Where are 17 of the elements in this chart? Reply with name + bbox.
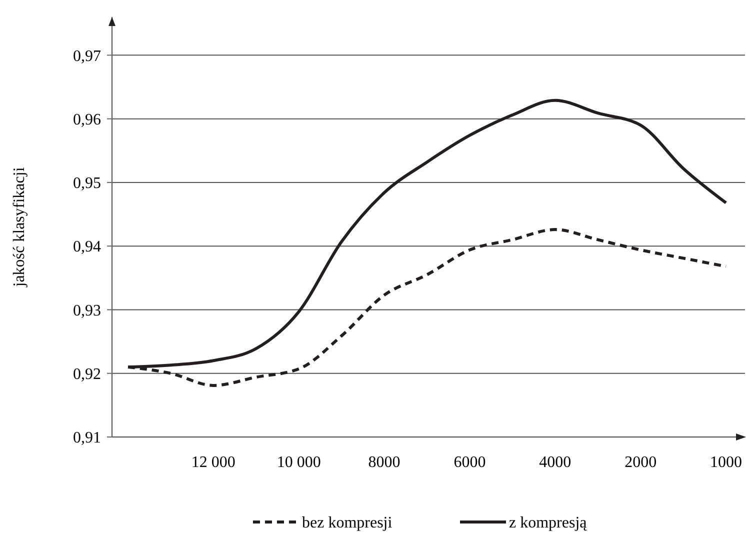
x-tick-label: 12 000 [191,454,236,471]
legend-label: bez kompresji [302,514,393,532]
y-axis-title: jakość klasyfikacji [11,166,28,288]
x-tick-label: 4000 [539,454,572,471]
x-tick-label: 2000 [624,454,657,471]
y-tick-label: 0,94 [73,238,101,256]
y-tick-label: 0,95 [73,175,101,192]
y-tick-label: 0,91 [73,430,101,447]
x-tick-label: 6000 [454,454,486,471]
legend-label: z kompresją [509,514,588,532]
y-tick-label: 0,97 [73,48,101,65]
x-tick-label: 8000 [368,454,400,471]
x-tick-label: 10 000 [276,454,321,471]
y-tick-label: 0,92 [73,366,101,383]
y-tick-label: 0,96 [73,111,101,128]
y-tick-label: 0,93 [73,302,101,320]
x-tick-label: 1000 [710,454,742,471]
